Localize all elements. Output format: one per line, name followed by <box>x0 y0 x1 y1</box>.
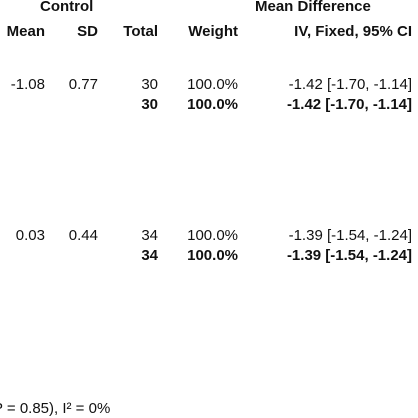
cell: -1.08 <box>10 76 45 93</box>
subtotal-cell: 34 <box>141 247 158 264</box>
cell: 100.0% <box>187 76 238 93</box>
cell: 30 <box>141 76 158 93</box>
cell: 100.0% <box>187 227 238 244</box>
cell: -1.39 [-1.54, -1.24] <box>288 227 412 244</box>
subtotal-cell: -1.42 [-1.70, -1.14] <box>286 96 412 113</box>
subtotal-cell: 30 <box>141 96 158 113</box>
cell: 0.77 <box>68 76 98 93</box>
column-header: IV, Fixed, 95% CI <box>294 23 412 40</box>
column-header: Total <box>123 23 158 40</box>
cell: 0.44 <box>68 227 98 244</box>
cell: -1.42 [-1.70, -1.14] <box>288 76 412 93</box>
cell: 34 <box>141 227 158 244</box>
cell: 0.03 <box>15 227 45 244</box>
subtotal-cell: -1.39 [-1.54, -1.24] <box>286 247 412 264</box>
group-label: Control <box>40 0 94 15</box>
column-header: SD <box>77 23 98 40</box>
footer-text: P = 0.85), I² = 0% <box>0 400 111 417</box>
column-header: Mean <box>6 23 45 40</box>
subtotal-cell: 100.0% <box>187 247 238 264</box>
subtotal-cell: 100.0% <box>187 96 238 113</box>
group-label: Mean Difference <box>255 0 371 15</box>
column-header: Weight <box>188 23 238 40</box>
